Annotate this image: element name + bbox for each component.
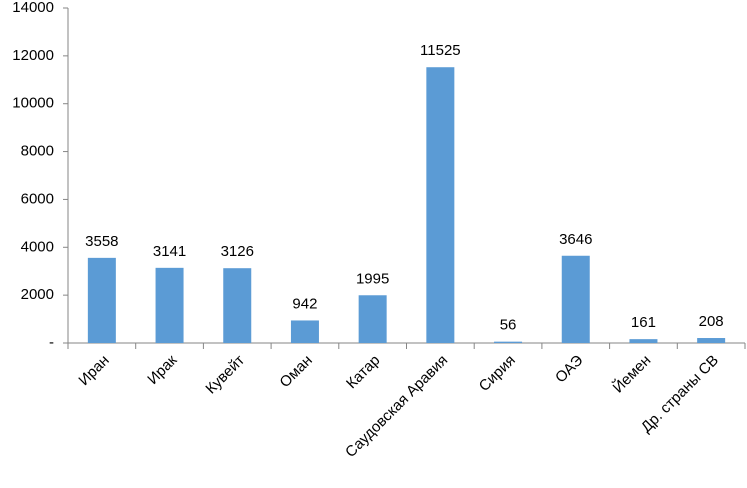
x-tick-label: Катар (343, 352, 383, 392)
x-tick-label: Кувейт (202, 352, 248, 398)
y-tick-label: 10000 (12, 95, 54, 112)
bar (223, 268, 252, 343)
y-tick-label: 8000 (21, 143, 54, 160)
x-tick-label: Сирия (476, 352, 519, 395)
value-label: 942 (292, 295, 317, 312)
bar (494, 341, 523, 343)
y-tick-label: 2000 (21, 286, 54, 303)
y-tick-label: - (49, 334, 54, 351)
x-tick-label: Ирак (144, 352, 180, 388)
value-label: 11525 (420, 42, 461, 59)
bar (426, 67, 455, 344)
value-label: 56 (500, 317, 517, 334)
bar (290, 320, 319, 343)
bar (697, 338, 726, 343)
value-label: 3126 (221, 243, 254, 260)
y-tick-label: 12000 (12, 47, 54, 64)
value-label: 3141 (153, 243, 186, 260)
x-tick-label: Оман (276, 352, 315, 391)
x-tick-label: ОАЭ (552, 352, 587, 387)
bar (561, 255, 590, 343)
x-tick-label: Йемен (609, 351, 654, 396)
value-label: 3558 (85, 233, 118, 250)
bar (358, 295, 387, 343)
value-label: 161 (631, 314, 656, 331)
value-label: 3646 (559, 231, 592, 248)
x-tick-label: Иран (75, 352, 112, 389)
y-tick-label: 14000 (12, 0, 54, 16)
bar (629, 339, 658, 343)
value-label: 208 (699, 313, 724, 330)
value-label: 1995 (356, 270, 389, 287)
y-tick-label: 4000 (21, 238, 54, 255)
bar (155, 267, 184, 343)
y-tick-label: 6000 (21, 190, 54, 207)
bar (87, 257, 116, 343)
